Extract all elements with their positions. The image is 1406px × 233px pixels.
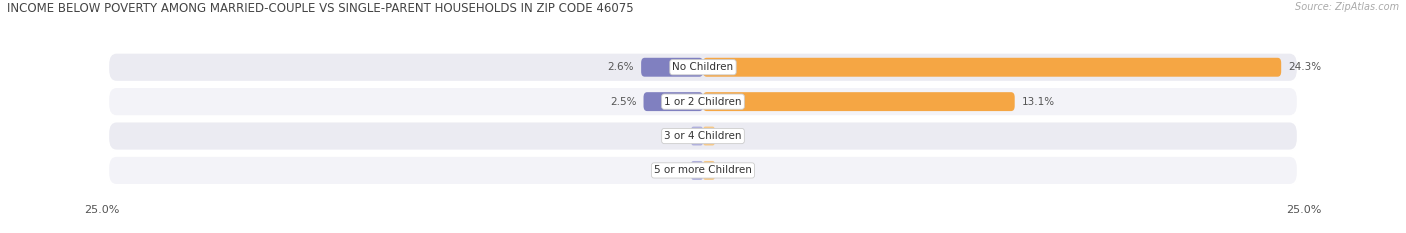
Text: 5 or more Children: 5 or more Children <box>654 165 752 175</box>
Text: 2.6%: 2.6% <box>607 62 634 72</box>
FancyBboxPatch shape <box>108 53 1298 82</box>
FancyBboxPatch shape <box>703 161 714 180</box>
FancyBboxPatch shape <box>644 92 703 111</box>
Text: 0.0%: 0.0% <box>662 165 689 175</box>
FancyBboxPatch shape <box>692 127 703 145</box>
Text: Source: ZipAtlas.com: Source: ZipAtlas.com <box>1295 2 1399 12</box>
FancyBboxPatch shape <box>703 58 1281 77</box>
Text: 1 or 2 Children: 1 or 2 Children <box>664 97 742 107</box>
FancyBboxPatch shape <box>641 58 703 77</box>
Text: 3 or 4 Children: 3 or 4 Children <box>664 131 742 141</box>
FancyBboxPatch shape <box>108 156 1298 185</box>
FancyBboxPatch shape <box>703 127 714 145</box>
Text: 25.0%: 25.0% <box>1286 205 1322 215</box>
Text: 2.5%: 2.5% <box>610 97 637 107</box>
Text: No Children: No Children <box>672 62 734 72</box>
Text: 0.0%: 0.0% <box>662 131 689 141</box>
Text: 25.0%: 25.0% <box>84 205 120 215</box>
FancyBboxPatch shape <box>703 92 1015 111</box>
Text: 0.0%: 0.0% <box>717 165 744 175</box>
Text: 24.3%: 24.3% <box>1288 62 1322 72</box>
Text: 13.1%: 13.1% <box>1022 97 1054 107</box>
FancyBboxPatch shape <box>108 87 1298 116</box>
FancyBboxPatch shape <box>108 121 1298 151</box>
Text: 0.0%: 0.0% <box>717 131 744 141</box>
Text: INCOME BELOW POVERTY AMONG MARRIED-COUPLE VS SINGLE-PARENT HOUSEHOLDS IN ZIP COD: INCOME BELOW POVERTY AMONG MARRIED-COUPL… <box>7 2 634 15</box>
FancyBboxPatch shape <box>692 161 703 180</box>
